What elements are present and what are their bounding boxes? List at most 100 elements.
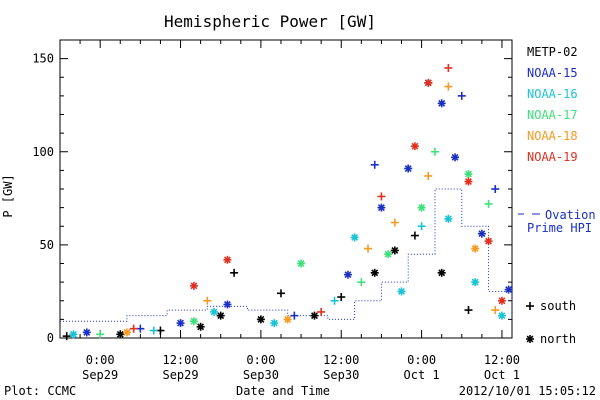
marker-stroke [498,297,506,305]
north-data-point [216,311,225,320]
y-tick-label: 50 [40,238,54,252]
north-data-point [210,307,219,316]
chart-title: Hemispheric Power [GW] [164,12,376,31]
south-data-point [62,332,71,341]
south-data-point [377,192,386,201]
marker-stroke [451,153,459,161]
south-data-point [276,289,285,298]
marker-stroke [351,233,359,241]
legend-entry: NOAA-18 [527,129,578,143]
north-data-point [471,278,480,287]
marker-stroke [478,230,486,238]
marker-stroke [123,328,131,336]
north-data-point [297,259,306,268]
y-tick-label: 100 [32,145,54,159]
marker-stroke [371,269,379,277]
x-tick-label: 0:00 [246,353,275,367]
ovation-hpi-line [60,188,513,322]
north-data-point [223,300,232,309]
marker-stroke [311,312,318,320]
north-data-point [256,315,265,324]
plot-frame [59,39,513,339]
footer-plot-credit: Plot: CCMC [4,384,76,398]
marker-stroke [465,170,472,178]
south-data-point [230,268,239,277]
north-data-point [176,319,185,328]
marker-stroke [297,260,305,267]
south-data-point [491,306,500,315]
x-tick-label: 0:00 [86,353,115,367]
legend-south-marker [526,302,534,310]
north-data-point [270,319,279,328]
y-tick-label: 0 [47,331,54,345]
north-data-point [437,99,446,108]
legend-entry: NOAA-19 [527,150,578,164]
footer-timestamp: 2012/10/01 15:05:12 [459,384,596,398]
marker-stroke [438,99,446,107]
marker-stroke [391,247,399,254]
north-data-point [437,268,446,277]
south-data-point [370,160,379,169]
south-data-point [364,244,373,253]
marker-stroke [69,330,77,338]
south-data-point [491,185,500,193]
marker-stroke [116,330,124,338]
legend-hpi-label: Ovation [545,208,596,222]
south-data-point [330,296,339,305]
marker-stroke [177,319,184,327]
north-data-point [377,203,386,212]
north-data-point [417,203,426,212]
marker-stroke [223,301,231,308]
north-data-point [390,246,399,255]
x-tick-label: 12:00 [162,353,198,367]
x-tick-date-label: Sep29 [162,368,198,382]
north-data-point [223,255,232,264]
marker-stroke [418,204,426,212]
north-data-point [82,328,91,337]
north-data-point [370,268,379,277]
marker-stroke [384,250,392,258]
south-data-point [203,296,212,305]
north-data-point [189,281,198,290]
marker-stroke [83,328,91,336]
marker-stroke [526,335,534,343]
y-axis-label: P [GW] [1,174,15,217]
marker-stroke [505,286,513,294]
north-data-point [116,330,125,339]
south-data-point [464,306,473,315]
x-tick-label: 12:00 [323,353,359,367]
north-data-point [410,142,419,151]
x-tick-date-label: Sep30 [323,368,359,382]
south-data-point [390,218,399,227]
x-tick-label: 12:00 [484,353,520,367]
south-data-point [417,222,426,231]
south-data-point [136,324,145,333]
north-data-point [497,311,506,320]
legend-north-marker [526,335,534,343]
marker-stroke [465,178,472,185]
south-data-point [96,330,105,339]
marker-stroke [257,315,265,323]
legend-entry: NOAA-16 [527,87,578,101]
marker-stroke [190,317,198,325]
marker-stroke [217,312,225,320]
marker-stroke [197,323,205,331]
north-data-point [424,78,433,87]
north-data-point [196,322,205,331]
x-tick-date-label: Sep30 [243,368,279,382]
north-data-point [451,153,460,162]
south-data-point [444,63,453,72]
north-data-point [350,233,359,242]
south-data-point [317,307,326,316]
legend-north-label: north [540,332,576,346]
marker-stroke [377,204,385,212]
marker-stroke [270,319,278,327]
north-data-point [343,270,352,279]
north-data-point [397,287,406,296]
south-data-point [337,293,346,302]
south-data-point [424,171,433,180]
marker-stroke [498,312,506,320]
north-data-point [484,237,493,246]
marker-stroke [411,142,419,150]
